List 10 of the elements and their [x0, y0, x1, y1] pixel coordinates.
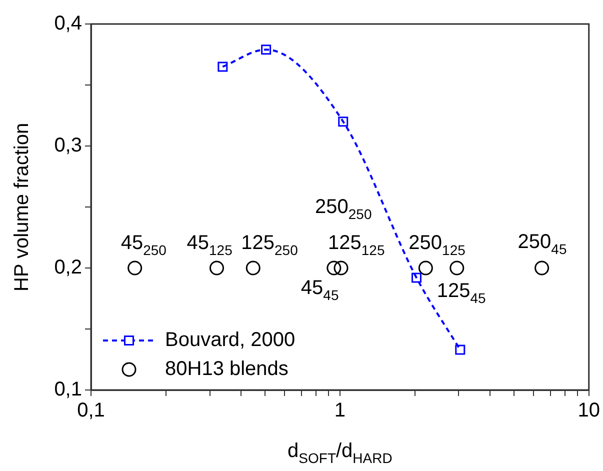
y-tick-label: 0,3: [54, 134, 82, 157]
x-tick-label: 0,1: [77, 400, 105, 422]
legend-label: 80H13 blends: [165, 358, 288, 380]
y-tick-label: 0,4: [54, 12, 82, 35]
y-axis-title: HP volume fraction: [11, 122, 33, 292]
legend-label: Bouvard, 2000: [165, 329, 296, 352]
y-tick-label: 0,2: [54, 256, 82, 279]
y-tick-label: 0,1: [54, 378, 82, 401]
x-tick-label: 10: [578, 400, 600, 422]
x-tick-label: 1: [334, 400, 346, 422]
